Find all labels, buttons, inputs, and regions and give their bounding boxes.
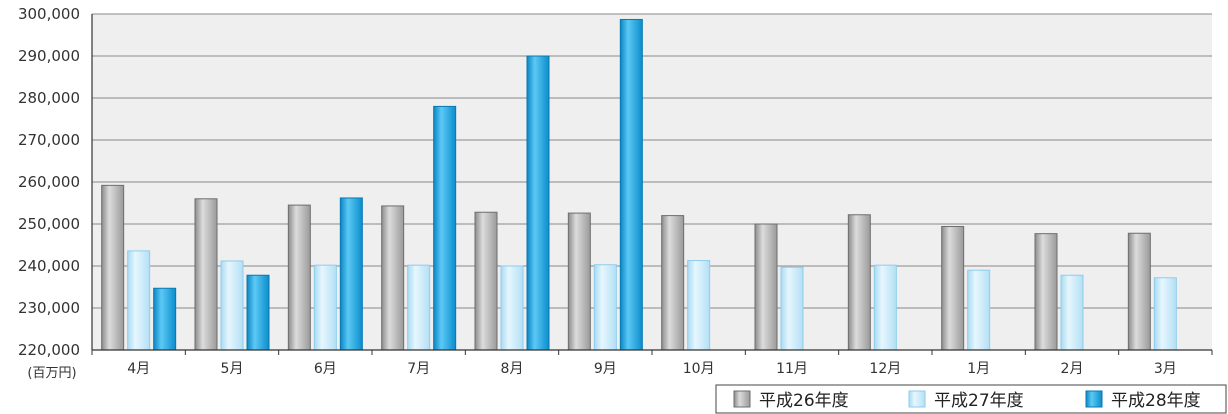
bar-series-1-6 — [661, 215, 685, 351]
bar-series-2-7 — [780, 266, 804, 351]
x-tick-labels: 4月 5月 6月 7月 8月 9月 10月 11月 12月 1月 2月 3月 — [127, 361, 1177, 377]
y-tick-labels: 220,000 230,000 240,000 250,000 260,000 270,0… — [18, 5, 80, 359]
bar-series-2-2 — [313, 264, 337, 351]
bar-series-2-5 — [593, 264, 617, 351]
bar-series-1-5 — [567, 212, 591, 351]
y-tick-label: 270,000 — [18, 131, 80, 149]
x-tick-label: 11月 — [776, 361, 808, 377]
legend: 平成26年度 平成27年度 平成28年度 — [715, 384, 1227, 414]
bar-series-2-6 — [687, 260, 711, 351]
x-tick-label: 4月 — [127, 361, 150, 377]
grid-lines — [92, 13, 1212, 309]
bar-series-1-7 — [754, 223, 778, 351]
bar-series-2-0 — [127, 250, 151, 351]
bar-series-2-1 — [220, 260, 244, 351]
legend-label-3: 平成28年度 — [1111, 391, 1201, 411]
bar-series-3-0 — [153, 287, 177, 351]
bar-series-1-3 — [381, 205, 405, 351]
y-tick-label: 250,000 — [18, 215, 80, 233]
legend-swatch-1 — [733, 390, 751, 408]
bar-series-3-1 — [246, 274, 270, 351]
bar-series-1-8 — [847, 214, 871, 351]
bar-series-1-10 — [1034, 233, 1058, 351]
bar-series-1-9 — [941, 226, 965, 351]
y-tick-label: 220,000 — [18, 341, 80, 359]
bar-series-3-3 — [433, 105, 457, 351]
y-tick-label: 230,000 — [18, 299, 80, 317]
x-tick-label: 3月 — [1154, 361, 1177, 377]
bar-series-3-4 — [526, 55, 550, 351]
y-tick-label: 300,000 — [18, 5, 80, 23]
x-tick-label: 12月 — [869, 361, 901, 377]
bar-series-2-11 — [1153, 277, 1177, 351]
x-tick-label: 7月 — [407, 361, 430, 377]
legend-label-1: 平成26年度 — [759, 391, 849, 411]
bar-series-1-0 — [101, 184, 125, 351]
y-tick-label: 260,000 — [18, 173, 80, 191]
bar-series-1-1 — [194, 198, 218, 351]
x-tick-label: 2月 — [1061, 361, 1084, 377]
bar-series-1-4 — [474, 211, 498, 351]
bar-series-2-10 — [1060, 274, 1084, 351]
y-tick-label: 240,000 — [18, 257, 80, 275]
legend-box — [715, 384, 1227, 414]
unit-label: (百万円) — [27, 366, 76, 381]
x-tick-label: 8月 — [501, 361, 524, 377]
bar-series-1-2 — [287, 204, 311, 351]
bar-series-3-5 — [619, 18, 643, 351]
y-tick-label: 280,000 — [18, 89, 80, 107]
x-tick-label: 1月 — [967, 361, 990, 377]
bar-series-1-11 — [1127, 232, 1151, 351]
legend-label-2: 平成27年度 — [934, 391, 1024, 411]
bar-series-2-8 — [873, 264, 897, 351]
y-tick-label: 290,000 — [18, 47, 80, 65]
x-tick-label: 5月 — [221, 361, 244, 377]
legend-swatch-3 — [1085, 390, 1103, 408]
bar-series-2-3 — [407, 264, 431, 351]
x-tick-label: 9月 — [594, 361, 617, 377]
legend-swatch-2 — [908, 390, 926, 408]
bar-series-2-9 — [967, 269, 991, 351]
bar-series-3-2 — [339, 197, 363, 351]
bar-series-2-4 — [500, 265, 524, 351]
axes — [91, 14, 1213, 355]
x-tick-label: 10月 — [683, 361, 715, 377]
x-tick-label: 6月 — [314, 361, 337, 377]
